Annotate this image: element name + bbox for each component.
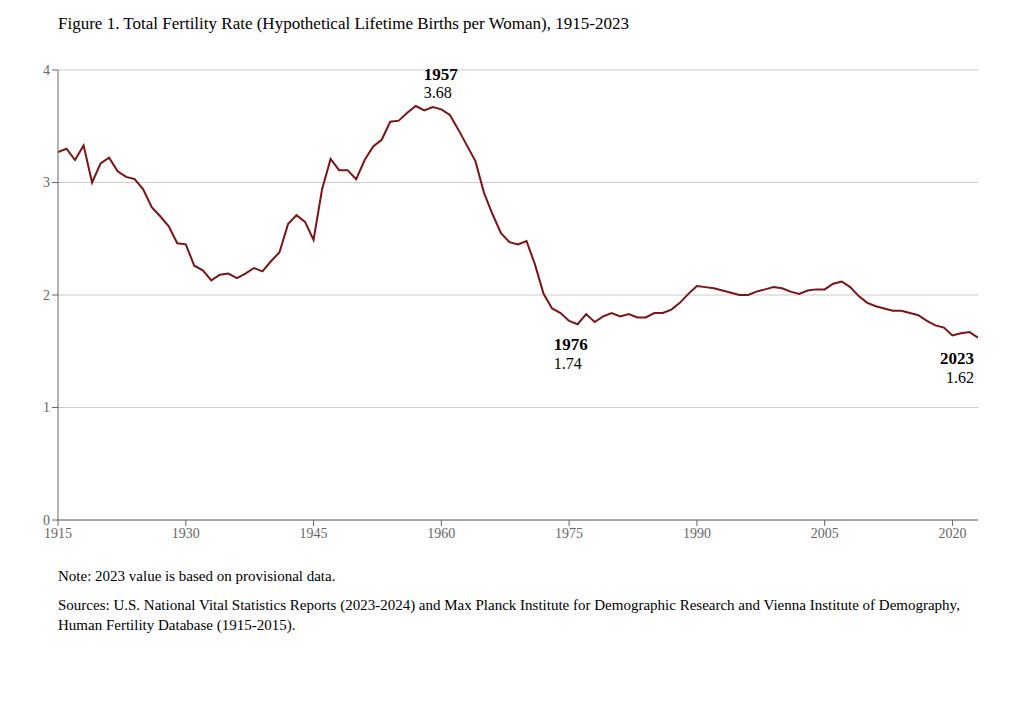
svg-text:3: 3 bbox=[43, 175, 50, 190]
svg-text:1975: 1975 bbox=[555, 526, 583, 541]
svg-text:2: 2 bbox=[43, 288, 50, 303]
svg-text:1945: 1945 bbox=[300, 526, 328, 541]
svg-text:1957: 1957 bbox=[424, 65, 459, 84]
svg-text:1976: 1976 bbox=[554, 335, 588, 354]
svg-text:1.74: 1.74 bbox=[554, 355, 582, 372]
svg-text:2020: 2020 bbox=[938, 526, 966, 541]
svg-text:0: 0 bbox=[43, 513, 50, 528]
svg-text:1960: 1960 bbox=[427, 526, 455, 541]
svg-text:1.62: 1.62 bbox=[946, 369, 974, 386]
svg-text:1990: 1990 bbox=[683, 526, 711, 541]
svg-text:1930: 1930 bbox=[172, 526, 200, 541]
html-text:Figure 1. Total Fertility Rate: Figure 1. Total Fertility Rate (Hypothet… bbox=[58, 14, 629, 33]
svg-text:4: 4 bbox=[43, 63, 50, 78]
svg-text:2005: 2005 bbox=[811, 526, 839, 541]
html-text:Note: 2023 value is based on p: Note: 2023 value is based on provisional… bbox=[58, 568, 336, 584]
svg-text:1915: 1915 bbox=[44, 526, 72, 541]
html-text:Sources: U.S. National Vital S: Sources: U.S. National Vital Statistics … bbox=[58, 597, 960, 634]
svg-text:1: 1 bbox=[43, 400, 50, 415]
svg-text:3.68: 3.68 bbox=[424, 84, 452, 101]
svg-text:2023: 2023 bbox=[940, 349, 974, 368]
